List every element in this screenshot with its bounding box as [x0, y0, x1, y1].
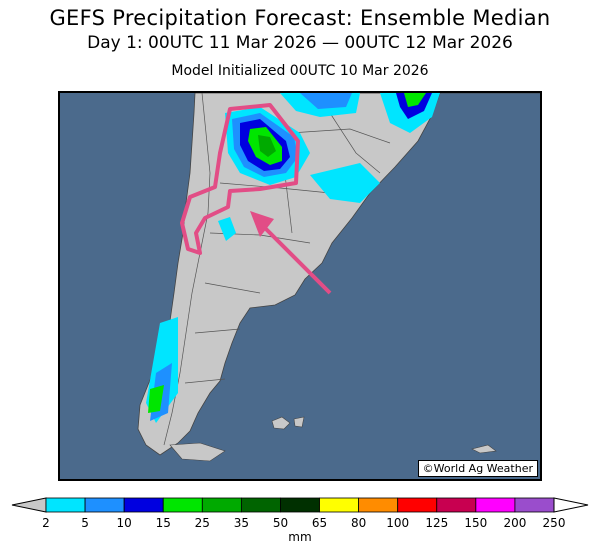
map-credit: ©World Ag Weather	[417, 460, 538, 477]
colorbar-swatch-9	[397, 497, 438, 513]
colorbar-tick-label: 200	[503, 516, 527, 530]
colorbar-swatch-1	[84, 497, 125, 513]
precip-ne-10-15mm	[396, 93, 432, 119]
colorbar-tick-label: 50	[272, 516, 289, 530]
falkland-islands	[271, 416, 305, 430]
colorbar-tick-label: 125	[425, 516, 449, 530]
precip-north-5-10mm	[300, 93, 352, 109]
annotation-outline	[180, 103, 300, 255]
colorbar-tick-label: 15	[155, 516, 171, 530]
precip-25-35mm	[258, 135, 276, 157]
colorbar-tick-label: 35	[233, 516, 250, 530]
forecast-period: Day 1: 00UTC 11 Mar 2026 — 00UTC 12 Mar …	[87, 33, 513, 53]
annotation-arrow	[250, 211, 332, 295]
precipitation-map: ©World Ag Weather	[58, 91, 542, 481]
precip-mid-2-5mm	[310, 163, 380, 203]
colorbar-tick-label: 100	[386, 516, 410, 530]
colorbar-tick-label: 65	[311, 516, 328, 530]
model-init-time: Model Initialized 00UTC 10 Mar 2026	[171, 63, 429, 79]
precip-ne-15-25mm	[404, 93, 426, 107]
colorbar-tick-label: 2	[42, 516, 50, 530]
precipitation-shading	[146, 93, 440, 423]
colorbar-tick-label: 25	[194, 516, 210, 530]
colorbar-tick-label: 250	[542, 516, 566, 530]
colorbar-swatch-0	[45, 497, 86, 513]
colorbar-tick-label: 10	[116, 516, 132, 530]
colorbar-tick-label: 150	[464, 516, 488, 530]
map-title: GEFS Precipitation Forecast: Ensemble Me…	[49, 6, 551, 30]
colorbar-tick-label: 80	[350, 516, 367, 530]
south-georgia	[471, 444, 497, 454]
map-canvas	[137, 93, 540, 462]
colorbar-unit: mm	[288, 530, 312, 544]
colorbar-swatch-7	[319, 497, 360, 513]
colorbar-swatch-3	[162, 497, 203, 513]
colorbar-swatch-6	[280, 497, 320, 513]
colorbar-over-arrow	[553, 497, 589, 513]
colorbar-swatch-4	[201, 497, 242, 513]
colorbar-tick-label: 5	[81, 516, 89, 530]
precip-patagonia-15-25mm	[148, 385, 164, 413]
colorbar-swatch-5	[240, 497, 281, 513]
precipitation-colorbar	[11, 497, 589, 513]
colorbar-under-arrow	[11, 497, 47, 513]
colorbar-swatch-11	[475, 497, 516, 513]
colorbar-swatch-8	[358, 497, 399, 513]
colorbar-swatch-10	[436, 497, 477, 513]
tierra-del-fuego	[169, 442, 226, 462]
colorbar-swatch-2	[123, 497, 164, 513]
colorbar-swatch-12	[514, 497, 555, 513]
precip-west-2-5mm	[218, 217, 236, 241]
